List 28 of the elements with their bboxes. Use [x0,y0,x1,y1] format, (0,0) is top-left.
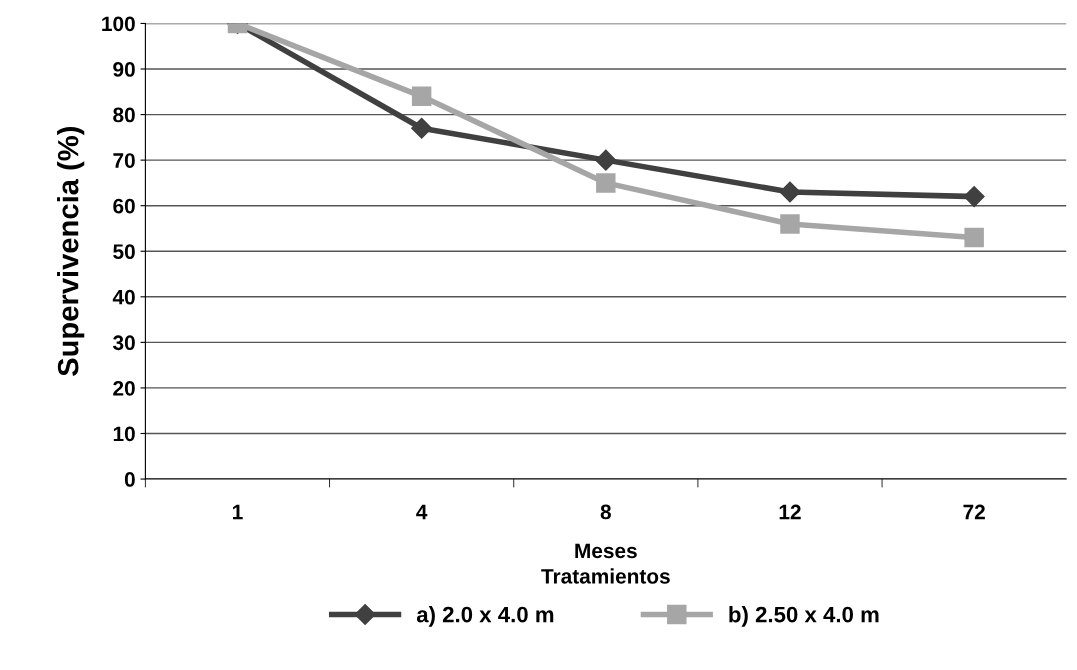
y-axis-title: Supervivencia (%) [57,127,85,377]
y-tick-label: 0 [124,472,135,487]
x-tick-label: 72 [963,504,985,520]
x-axis-title: Meses Tratamientos [541,543,670,584]
point [963,186,985,208]
y-tick-label: 70 [113,153,135,168]
y-tick-label: 50 [113,244,135,259]
x-tick-label: 8 [600,504,611,520]
y-tick-label: 30 [112,335,135,351]
point [411,117,433,139]
point [964,227,984,248]
y-tick-label: 20 [113,380,135,396]
point [595,149,617,171]
legend-label: a) 2.0 x 4.0 m [416,606,554,627]
point [411,86,432,107]
y-tick-label: 10 [113,426,135,442]
y-tick-label: 80 [113,107,135,123]
x-tick-label: 4 [416,504,428,520]
y-tick-label: 100 [102,16,135,32]
point [779,181,801,203]
legend-label: b) 2.50 x 4.0 m [729,606,879,627]
y-tick-label: 60 [113,198,135,214]
y-tick-label: 40 [112,289,135,305]
point [596,173,616,193]
x-tick-label: 1 [233,504,243,520]
x-tick-label: 12 [779,504,801,520]
point [780,214,800,234]
y-tick-label: 90 [113,62,135,77]
